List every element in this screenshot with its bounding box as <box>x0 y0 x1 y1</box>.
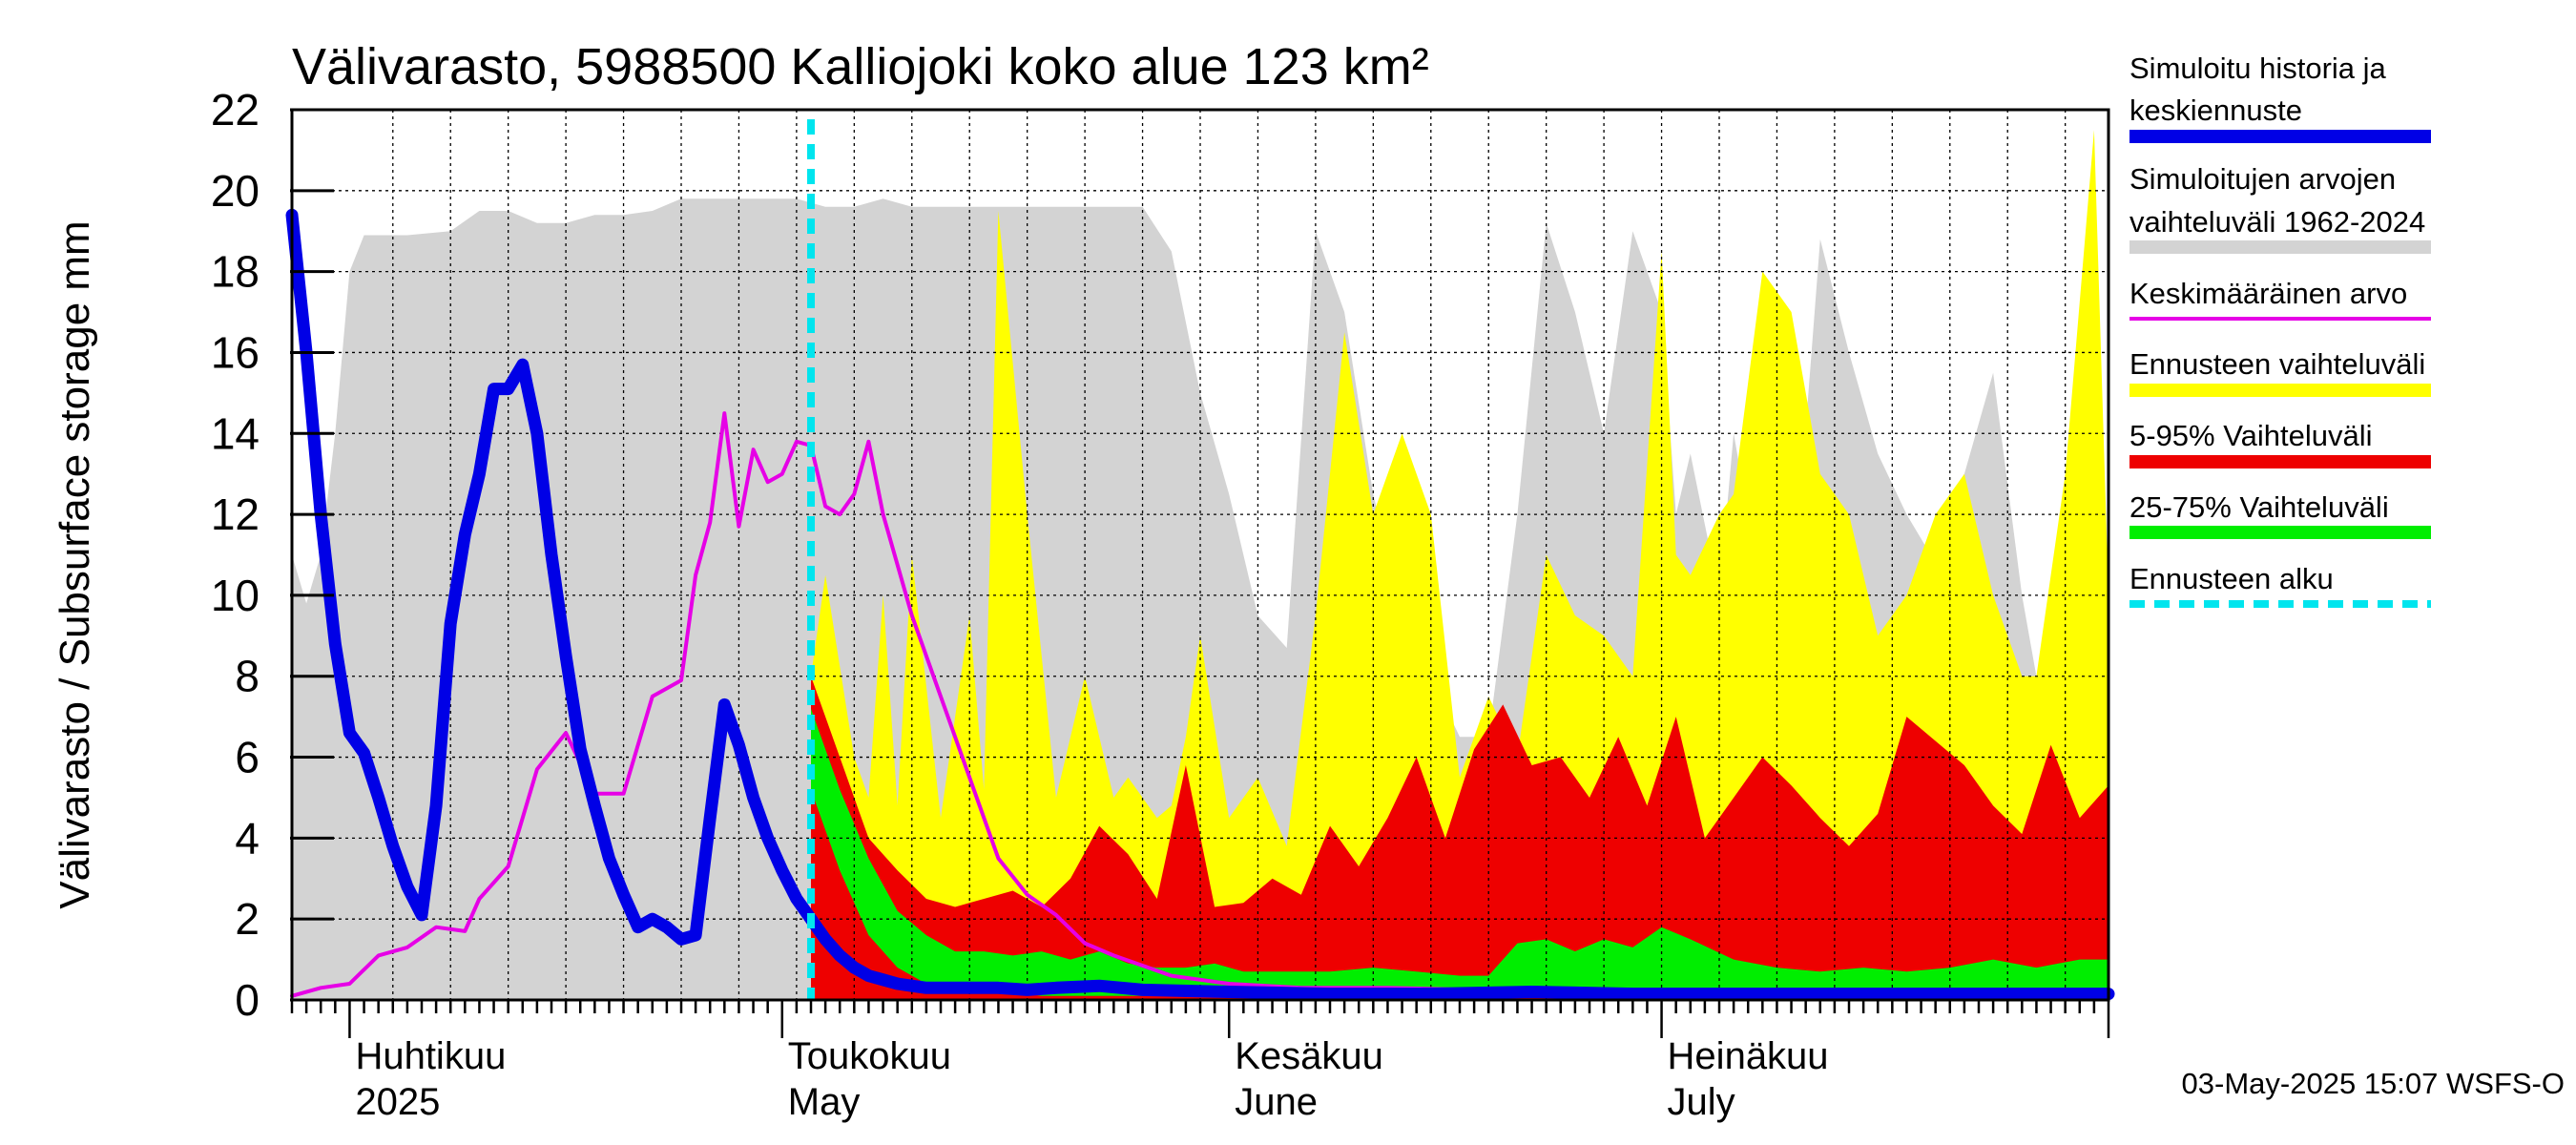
legend-label-range: Simuloitujen arvojen <box>2129 162 2396 196</box>
legend-label-p5_95: 5-95% Vaihteluväli <box>2129 419 2372 452</box>
legend-label-p25_75: 25-75% Vaihteluväli <box>2129 490 2389 524</box>
y-tick-label: 12 <box>211 489 260 539</box>
legend-label-fc_start: Ennusteen alku <box>2129 562 2334 595</box>
legend-label-history: Simuloitu historia ja <box>2129 52 2387 85</box>
month-label: Kesäkuu <box>1235 1035 1383 1077</box>
y-tick-label: 22 <box>211 85 260 135</box>
timestamp: 03-May-2025 15:07 WSFS-O <box>2182 1067 2565 1100</box>
series-lines <box>285 119 2115 1001</box>
y-tick-label: 0 <box>235 975 260 1025</box>
legend-label-fc_range: Ennusteen vaihteluväli <box>2129 347 2425 381</box>
month-sublabel: June <box>1235 1081 1318 1123</box>
y-tick-label: 8 <box>235 652 260 701</box>
p25-75-band <box>811 708 2109 996</box>
month-sublabel: 2025 <box>355 1081 440 1123</box>
y-tick-label: 18 <box>211 247 260 297</box>
legend: Simuloitu historia ja keskiennuste Simuloi… <box>2129 52 2431 608</box>
month-label: Heinäkuu <box>1668 1035 1829 1077</box>
history-forecast-line <box>285 208 2115 1001</box>
month-label: Toukokuu <box>788 1035 951 1077</box>
y-tick-label: 4 <box>235 813 260 863</box>
y-tick-label: 16 <box>211 327 260 377</box>
month-sublabel: May <box>788 1081 861 1123</box>
y-axis-label: Välivarasto / Subsurface storage mm <box>52 220 98 908</box>
y-tick-label: 6 <box>235 733 260 782</box>
legend-label-history: keskiennuste <box>2129 94 2302 127</box>
legend-label-range: vaihteluväli 1962-2024 <box>2129 205 2425 239</box>
y-tick-label: 2 <box>235 894 260 944</box>
month-sublabel: July <box>1668 1081 1735 1123</box>
month-label: Huhtikuu <box>355 1035 506 1077</box>
y-axis: 0 2 4 6 8 10 12 14 16 18 20 22 <box>211 85 334 1025</box>
y-tick-label: 10 <box>211 571 260 620</box>
chart-title: Välivarasto, 5988500 Kalliojoki koko alu… <box>292 38 1429 95</box>
plot-area <box>285 108 2115 1002</box>
y-tick-label: 14 <box>211 408 260 458</box>
y-tick-label: 20 <box>211 166 260 216</box>
legend-label-mean: Keskimääräinen arvo <box>2129 277 2407 310</box>
